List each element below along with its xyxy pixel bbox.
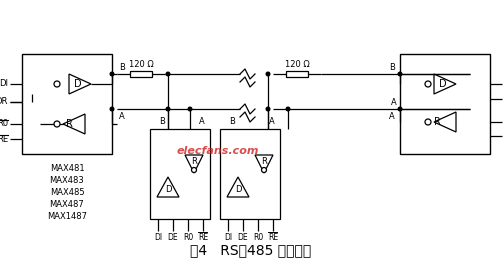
Circle shape	[286, 107, 290, 111]
Text: elecfans.com: elecfans.com	[177, 146, 259, 156]
Text: RE: RE	[0, 134, 8, 143]
Circle shape	[54, 121, 60, 127]
Text: MAX481: MAX481	[50, 164, 85, 173]
Polygon shape	[227, 177, 249, 197]
Circle shape	[398, 107, 402, 111]
Text: R: R	[261, 157, 267, 165]
Circle shape	[192, 168, 197, 172]
Text: R: R	[434, 117, 441, 127]
Circle shape	[398, 72, 402, 76]
Text: B: B	[229, 117, 235, 126]
Text: MAX487: MAX487	[50, 200, 85, 209]
Circle shape	[110, 107, 114, 111]
Polygon shape	[185, 155, 203, 173]
Circle shape	[262, 168, 267, 172]
Text: R0: R0	[253, 233, 263, 242]
Bar	[22, 54, 112, 154]
Bar	[400, 54, 490, 154]
Text: D: D	[439, 79, 447, 89]
Polygon shape	[255, 155, 273, 173]
Polygon shape	[434, 74, 456, 94]
Text: D: D	[74, 79, 82, 89]
Polygon shape	[69, 74, 91, 94]
Polygon shape	[157, 177, 179, 197]
Text: DE: DE	[167, 233, 178, 242]
Text: DR: DR	[0, 97, 8, 107]
Circle shape	[54, 81, 60, 87]
Text: MAX485: MAX485	[50, 188, 85, 197]
Text: A: A	[389, 112, 395, 121]
Text: B: B	[389, 63, 395, 72]
Text: DE: DE	[238, 233, 248, 242]
Text: RE: RE	[198, 233, 208, 242]
Circle shape	[425, 119, 431, 125]
Text: DI: DI	[0, 80, 8, 89]
Text: MAX1487: MAX1487	[47, 212, 87, 221]
Circle shape	[266, 72, 270, 76]
Text: D: D	[165, 186, 171, 194]
Bar	[130, 71, 152, 77]
Text: A: A	[119, 112, 125, 121]
Circle shape	[266, 107, 270, 111]
Text: 120 Ω: 120 Ω	[285, 60, 309, 69]
Text: A: A	[391, 98, 397, 107]
Text: A: A	[269, 117, 275, 126]
Text: DI: DI	[224, 233, 232, 242]
Text: D: D	[235, 186, 241, 194]
Circle shape	[166, 107, 170, 111]
Text: R0: R0	[0, 119, 8, 129]
Text: R0: R0	[183, 233, 193, 242]
Polygon shape	[434, 112, 456, 132]
Circle shape	[110, 72, 114, 76]
Text: B: B	[119, 63, 125, 72]
Text: MAX483: MAX483	[50, 176, 85, 185]
Text: R: R	[65, 119, 72, 129]
Text: B: B	[159, 117, 165, 126]
Polygon shape	[63, 114, 85, 134]
Text: A: A	[199, 117, 205, 126]
Circle shape	[166, 72, 170, 76]
Bar	[286, 71, 308, 77]
Text: DI: DI	[154, 233, 162, 242]
Text: RE: RE	[268, 233, 278, 242]
Text: 120 Ω: 120 Ω	[129, 60, 153, 69]
Bar	[220, 129, 280, 219]
Circle shape	[425, 81, 431, 87]
Text: R: R	[191, 157, 197, 165]
Text: 图4   RS－485 多机通信: 图4 RS－485 多机通信	[190, 243, 312, 257]
Circle shape	[188, 107, 192, 111]
Bar	[150, 129, 210, 219]
